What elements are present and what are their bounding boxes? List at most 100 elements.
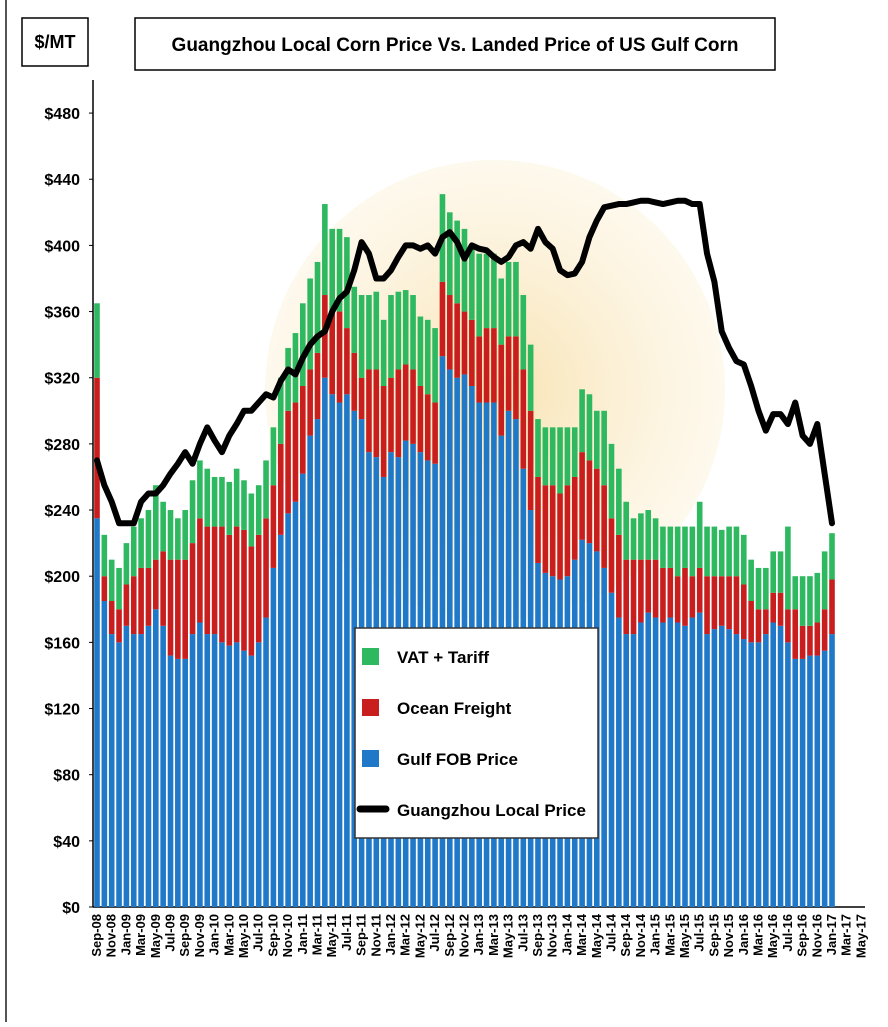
bar-segment — [505, 261, 512, 337]
bar-segment — [630, 634, 637, 907]
x-tick-label: Mar-14 — [574, 913, 589, 956]
x-tick-label: Nov-08 — [104, 914, 119, 957]
bar-segment — [594, 468, 600, 552]
bar-segment — [300, 473, 306, 907]
bar-segment — [807, 576, 813, 626]
x-tick-label: Nov-12 — [457, 914, 472, 957]
bar-segment — [652, 559, 659, 618]
x-tick-label: Jul-11 — [339, 914, 354, 951]
bar-segment — [292, 501, 299, 907]
x-tick-label: Jan-12 — [383, 914, 398, 955]
bar-segment — [623, 501, 629, 560]
bar-segment — [616, 617, 622, 907]
bar-segment — [586, 460, 593, 544]
bar-segment — [233, 642, 240, 907]
bar-segment — [255, 534, 262, 643]
x-tick-label: Mar-09 — [133, 914, 148, 956]
bar-segment — [741, 639, 747, 907]
bar-segment — [277, 534, 284, 907]
bar-segment — [785, 609, 791, 643]
bar-segment — [108, 601, 115, 635]
bar-segment — [336, 228, 343, 312]
bar-segment — [792, 609, 799, 659]
bar-segment — [263, 518, 269, 618]
bar-segment — [667, 617, 674, 907]
y-label-box — [21, 17, 89, 67]
x-tick-label: May-10 — [236, 914, 251, 958]
bar-segment — [748, 559, 754, 602]
bar-segment — [285, 347, 291, 411]
bar-segment — [167, 559, 174, 656]
bar-segment — [469, 319, 475, 386]
bar-segment — [380, 319, 387, 386]
bar-segment — [373, 369, 380, 458]
bar-segment — [123, 584, 130, 626]
bar-segment — [189, 480, 196, 544]
bar-segment — [616, 468, 622, 535]
bar-segment — [130, 576, 137, 635]
bar-segment — [601, 485, 607, 568]
x-tick-label: May-13 — [501, 914, 516, 958]
bar-segment — [763, 567, 769, 610]
bar-segment — [557, 493, 563, 580]
bar-segment — [351, 286, 358, 353]
y-tick-label: $120 — [44, 702, 80, 719]
x-tick-label: Mar-11 — [310, 914, 325, 955]
x-tick-label: Jul-10 — [251, 914, 266, 952]
bar-segment — [314, 352, 321, 420]
bar-segment — [270, 567, 277, 907]
bar-segment — [388, 377, 394, 453]
bar-segment — [402, 290, 409, 365]
bar-segment — [138, 634, 144, 907]
bar-segment — [527, 410, 534, 511]
bar-segment — [726, 526, 732, 577]
bar-segment — [424, 394, 431, 461]
bar-segment — [344, 394, 350, 907]
bar-segment — [476, 253, 482, 337]
bar-segment — [204, 526, 211, 635]
bar-segment — [792, 576, 799, 610]
x-tick-label: Jul-09 — [163, 914, 178, 952]
title-box — [134, 17, 776, 71]
bar-segment — [660, 526, 666, 568]
bar-segment — [777, 592, 784, 626]
bar-segment — [116, 567, 122, 610]
bar-segment — [101, 576, 108, 602]
bar-segment — [821, 609, 828, 651]
legend-label: Ocean Freight — [397, 699, 512, 718]
bar-segment — [211, 634, 218, 907]
x-tick-label: Jul-13 — [515, 914, 530, 952]
y-tick-label: $320 — [44, 371, 80, 388]
bar-segment — [336, 402, 343, 907]
bar-segment — [130, 526, 137, 577]
bar-segment — [101, 601, 108, 907]
x-tick-label: Sep-16 — [795, 914, 810, 957]
bar-segment — [329, 228, 335, 312]
bar-segment — [608, 518, 615, 593]
bar-segment — [175, 658, 181, 907]
x-axis: Sep-08 Nov-08 Jan-09 Mar-09 May-09 Jul-09 Sep-… — [89, 913, 868, 958]
bar-segment — [424, 319, 431, 395]
bar-segment — [197, 518, 203, 623]
bar-segment — [601, 410, 607, 486]
bar-segment — [358, 295, 365, 378]
bar-segment — [138, 567, 144, 635]
bar-segment — [748, 642, 754, 907]
bar-segment — [366, 295, 372, 370]
x-tick-label: May-14 — [589, 913, 604, 958]
y-tick-label: $400 — [44, 238, 80, 255]
x-tick-label: Sep-08 — [89, 914, 104, 957]
bar-segment — [366, 369, 372, 453]
x-tick-label: Sep-12 — [442, 914, 457, 957]
bar-segment — [645, 612, 652, 907]
x-tick-label: Nov-15 — [721, 914, 736, 957]
bar-segment — [461, 228, 468, 312]
bar-segment — [189, 634, 196, 907]
x-tick-label: Sep-09 — [177, 914, 192, 957]
bar-segment — [682, 625, 688, 907]
bar-segment — [226, 534, 233, 646]
bar-segment — [211, 526, 218, 635]
bar-segment — [667, 567, 674, 618]
bar-segment — [579, 389, 585, 453]
bar-segment — [395, 369, 402, 458]
